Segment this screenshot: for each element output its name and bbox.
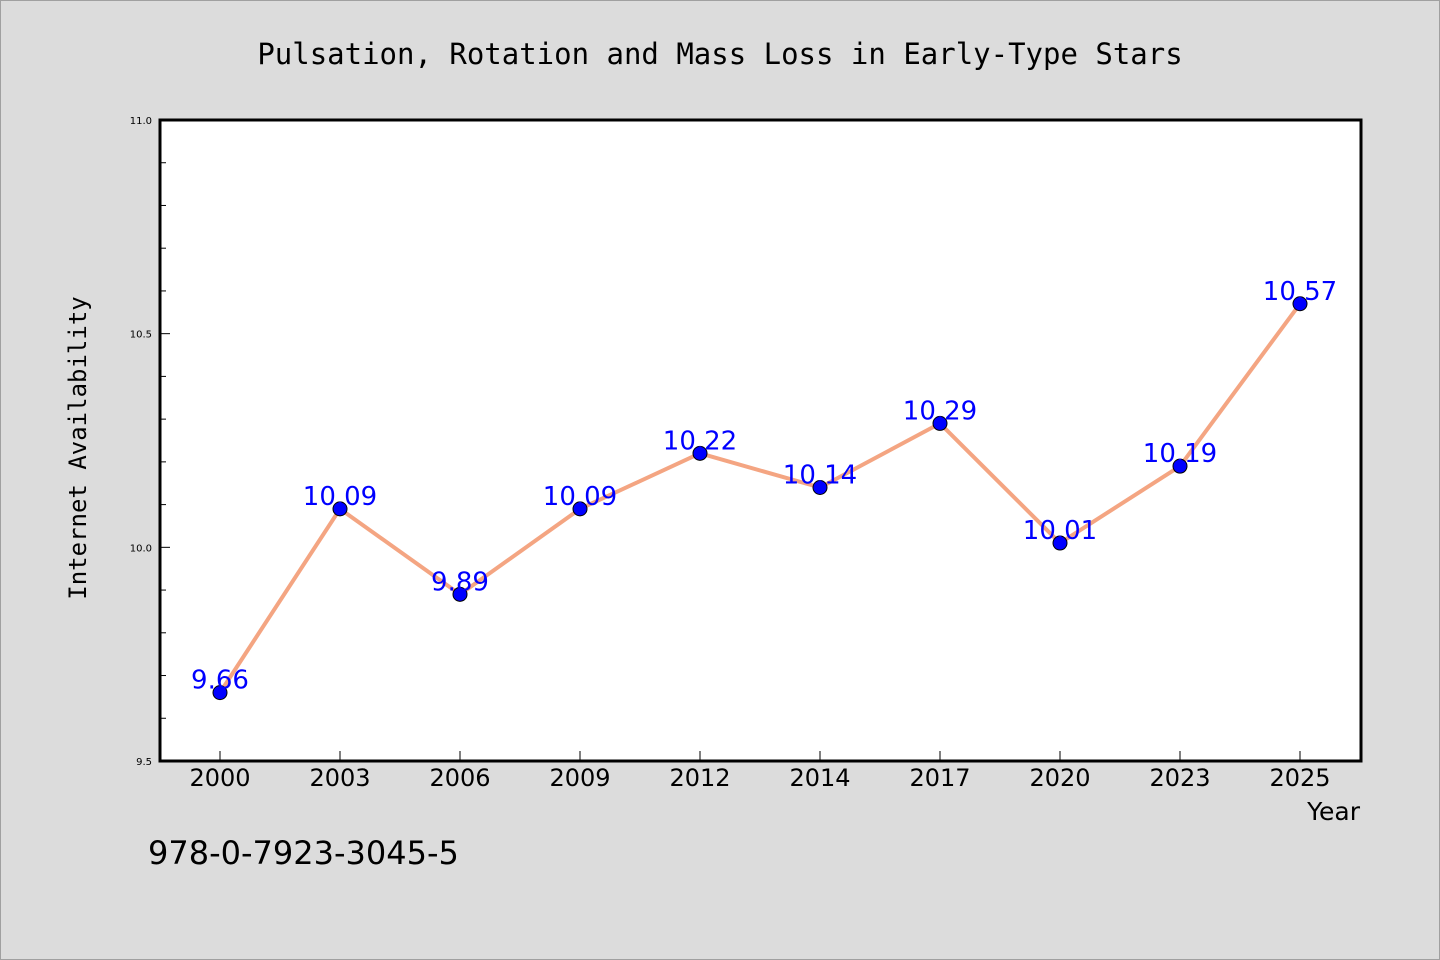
x-tick-label: 2003 (309, 764, 370, 792)
series-markers (212, 296, 1308, 701)
x-tick-label: 2025 (1269, 764, 1330, 792)
data-label: 10.57 (1263, 277, 1337, 307)
x-axis-label: Year (1306, 797, 1361, 826)
data-point (932, 415, 948, 431)
data-point (212, 685, 228, 701)
x-tick-label: 2020 (1029, 764, 1090, 792)
data-label: 10.14 (783, 461, 857, 491)
data-label: 9.89 (431, 567, 489, 597)
x-tick-label: 2023 (1149, 764, 1210, 792)
y-tick-label: 11.0 (130, 116, 152, 127)
y-tick-label: 9.5 (136, 757, 152, 768)
data-point (1052, 535, 1068, 551)
x-tick-label: 2009 (549, 764, 610, 792)
x-tick-label: 2006 (429, 764, 490, 792)
data-point (812, 480, 828, 496)
x-tick-label: 2012 (669, 764, 730, 792)
data-point (1292, 296, 1308, 312)
x-tick-label: 2017 (909, 764, 970, 792)
data-point (1172, 458, 1188, 474)
data-label: 10.09 (303, 482, 377, 512)
y-tick-label: 10.0 (130, 543, 152, 554)
data-label: 10.19 (1143, 439, 1217, 469)
chart-title: Pulsation, Rotation and Mass Loss in Ear… (257, 37, 1182, 71)
data-label: 10.29 (903, 396, 977, 426)
x-tick-label: 2000 (189, 764, 250, 792)
x-axis: 2000 2003 2006 2009 2012 2014 2017 2020 2023 2025 (189, 751, 1331, 792)
data-label: 10.09 (543, 482, 617, 512)
series-line (218, 302, 1302, 694)
data-label: 9.66 (191, 666, 249, 696)
data-point (692, 445, 708, 461)
data-point (572, 501, 588, 517)
x-tick-label: 2014 (789, 764, 850, 792)
plot-border (158, 118, 1363, 763)
data-label: 10.22 (663, 426, 737, 456)
y-tick-label: 10.5 (130, 330, 152, 341)
data-label: 10.01 (1023, 516, 1097, 546)
plot-area (160, 120, 1361, 761)
isbn-text: 978-0-7923-3045-5 (148, 834, 459, 872)
data-point (452, 586, 468, 602)
data-labels: 9.66 10.09 9.89 10.09 10.22 10.14 10.29 10.01 10… (191, 277, 1337, 696)
data-point (332, 501, 348, 517)
y-axis-label: Internet Availability (64, 296, 92, 599)
